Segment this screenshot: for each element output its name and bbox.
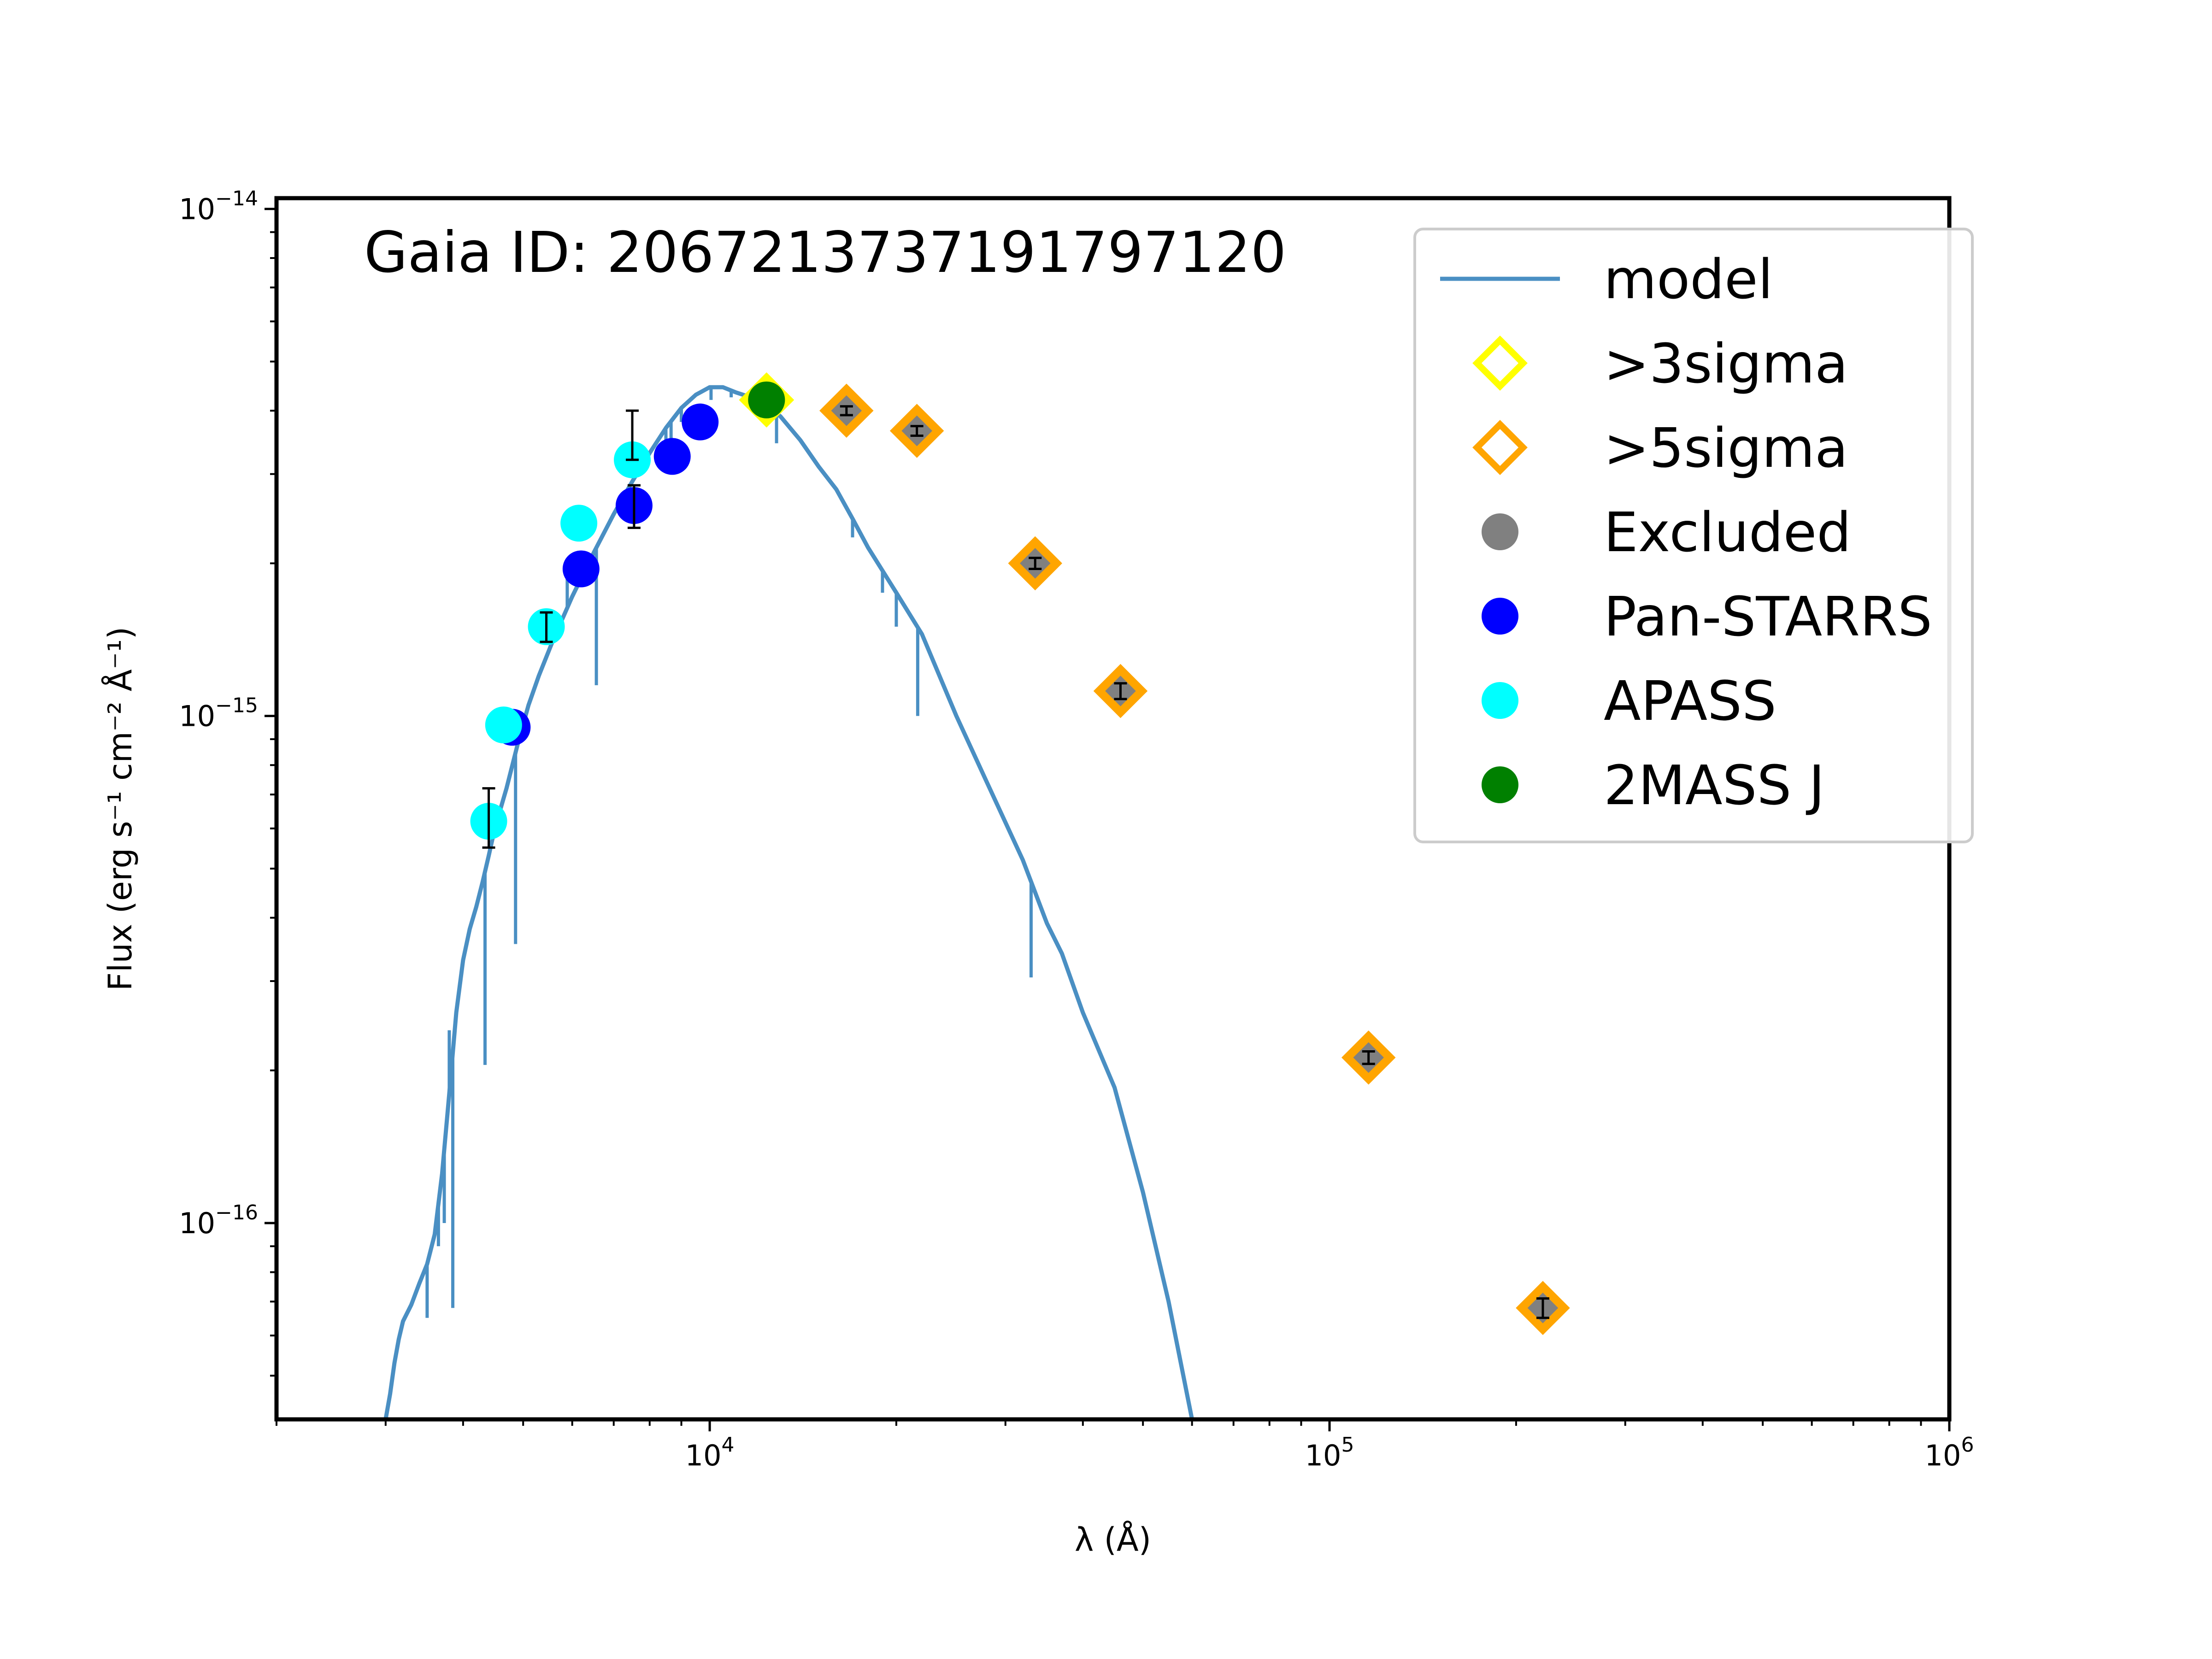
data-point-excluded (1093, 664, 1148, 718)
legend-label: APASS (1604, 669, 1777, 733)
data-point-panstarrs (682, 403, 719, 441)
data-point-panstarrs (615, 484, 653, 529)
y-axis-label: Flux (erg s⁻¹ cm⁻² Å⁻¹) (101, 627, 139, 991)
data-point-apass (560, 505, 598, 542)
legend-label: >5sigma (1604, 416, 1848, 480)
data-point-excluded (1516, 1281, 1570, 1335)
legend-label: Excluded (1604, 500, 1851, 564)
legend-entry-model: model (1440, 247, 1773, 311)
model-spectrum-line (383, 385, 1194, 1419)
flux-point-marker (653, 438, 691, 475)
legend-label: Pan-STARRS (1604, 585, 1932, 648)
data-point-panstarrs (562, 550, 600, 588)
data-point-apass (470, 787, 507, 849)
flux-point-marker (562, 550, 600, 588)
legend-diamond-swatch (1472, 420, 1528, 475)
y-tick-label: 10−16 (179, 1201, 258, 1240)
legend: model >3sigma >5sigma Excluded Pan-STARRS APA… (1413, 228, 1974, 843)
legend-entry-panstarrs: Pan-STARRS (1482, 585, 1932, 648)
legend-diamond-swatch (1472, 335, 1528, 391)
data-point-excluded (1008, 536, 1062, 591)
x-axis-label: λ (Å) (1075, 1521, 1151, 1559)
legend-box (1413, 228, 1974, 843)
data-point-excluded (819, 383, 874, 438)
legend-entry-apass: APASS (1482, 669, 1777, 733)
legend-circle-swatch (1482, 513, 1518, 550)
legend-entry-excluded: Excluded (1482, 500, 1851, 564)
data-point-panstarrs (653, 438, 691, 475)
legend-label: 2MASS J (1604, 753, 1825, 817)
model-layer (383, 385, 1194, 1419)
legend-circle-swatch (1482, 598, 1518, 635)
data-point-excluded (889, 404, 944, 458)
legend-entry-sig5: >5sigma (1472, 416, 1848, 480)
legend-entry-sig3: >3sigma (1472, 332, 1848, 395)
x-tick-label: 104 (685, 1433, 735, 1472)
flux-point-marker (682, 403, 719, 441)
points-layer (470, 372, 1570, 1335)
flux-point-marker (560, 505, 598, 542)
data-point-apass (528, 608, 565, 645)
twomass-point-marker (748, 381, 785, 418)
legend-label: model (1604, 247, 1773, 311)
legend-entry-twomass: 2MASS J (1482, 753, 1825, 817)
legend-circle-swatch (1482, 682, 1518, 719)
y-tick-label: 10−15 (179, 694, 258, 733)
data-point-excluded (1341, 1030, 1396, 1085)
legend-entries: model >3sigma >5sigma Excluded Pan-STARRS APA… (1440, 247, 1932, 817)
plot-area (383, 372, 1570, 1419)
data-point-apass (614, 409, 651, 478)
legend-circle-swatch (1482, 766, 1518, 803)
y-tick-label: 10−14 (179, 187, 258, 226)
flux-point-marker (485, 706, 522, 744)
data-point-apass (485, 706, 522, 744)
x-tick-label: 105 (1305, 1433, 1354, 1472)
ticks-layer: 104 105 106 10−16 10−15 10−14 (179, 187, 1974, 1472)
legend-label: >3sigma (1604, 332, 1848, 395)
x-tick-label: 106 (1925, 1433, 1974, 1472)
chart-title: Gaia ID: 2067213737191797120 (364, 220, 1286, 285)
